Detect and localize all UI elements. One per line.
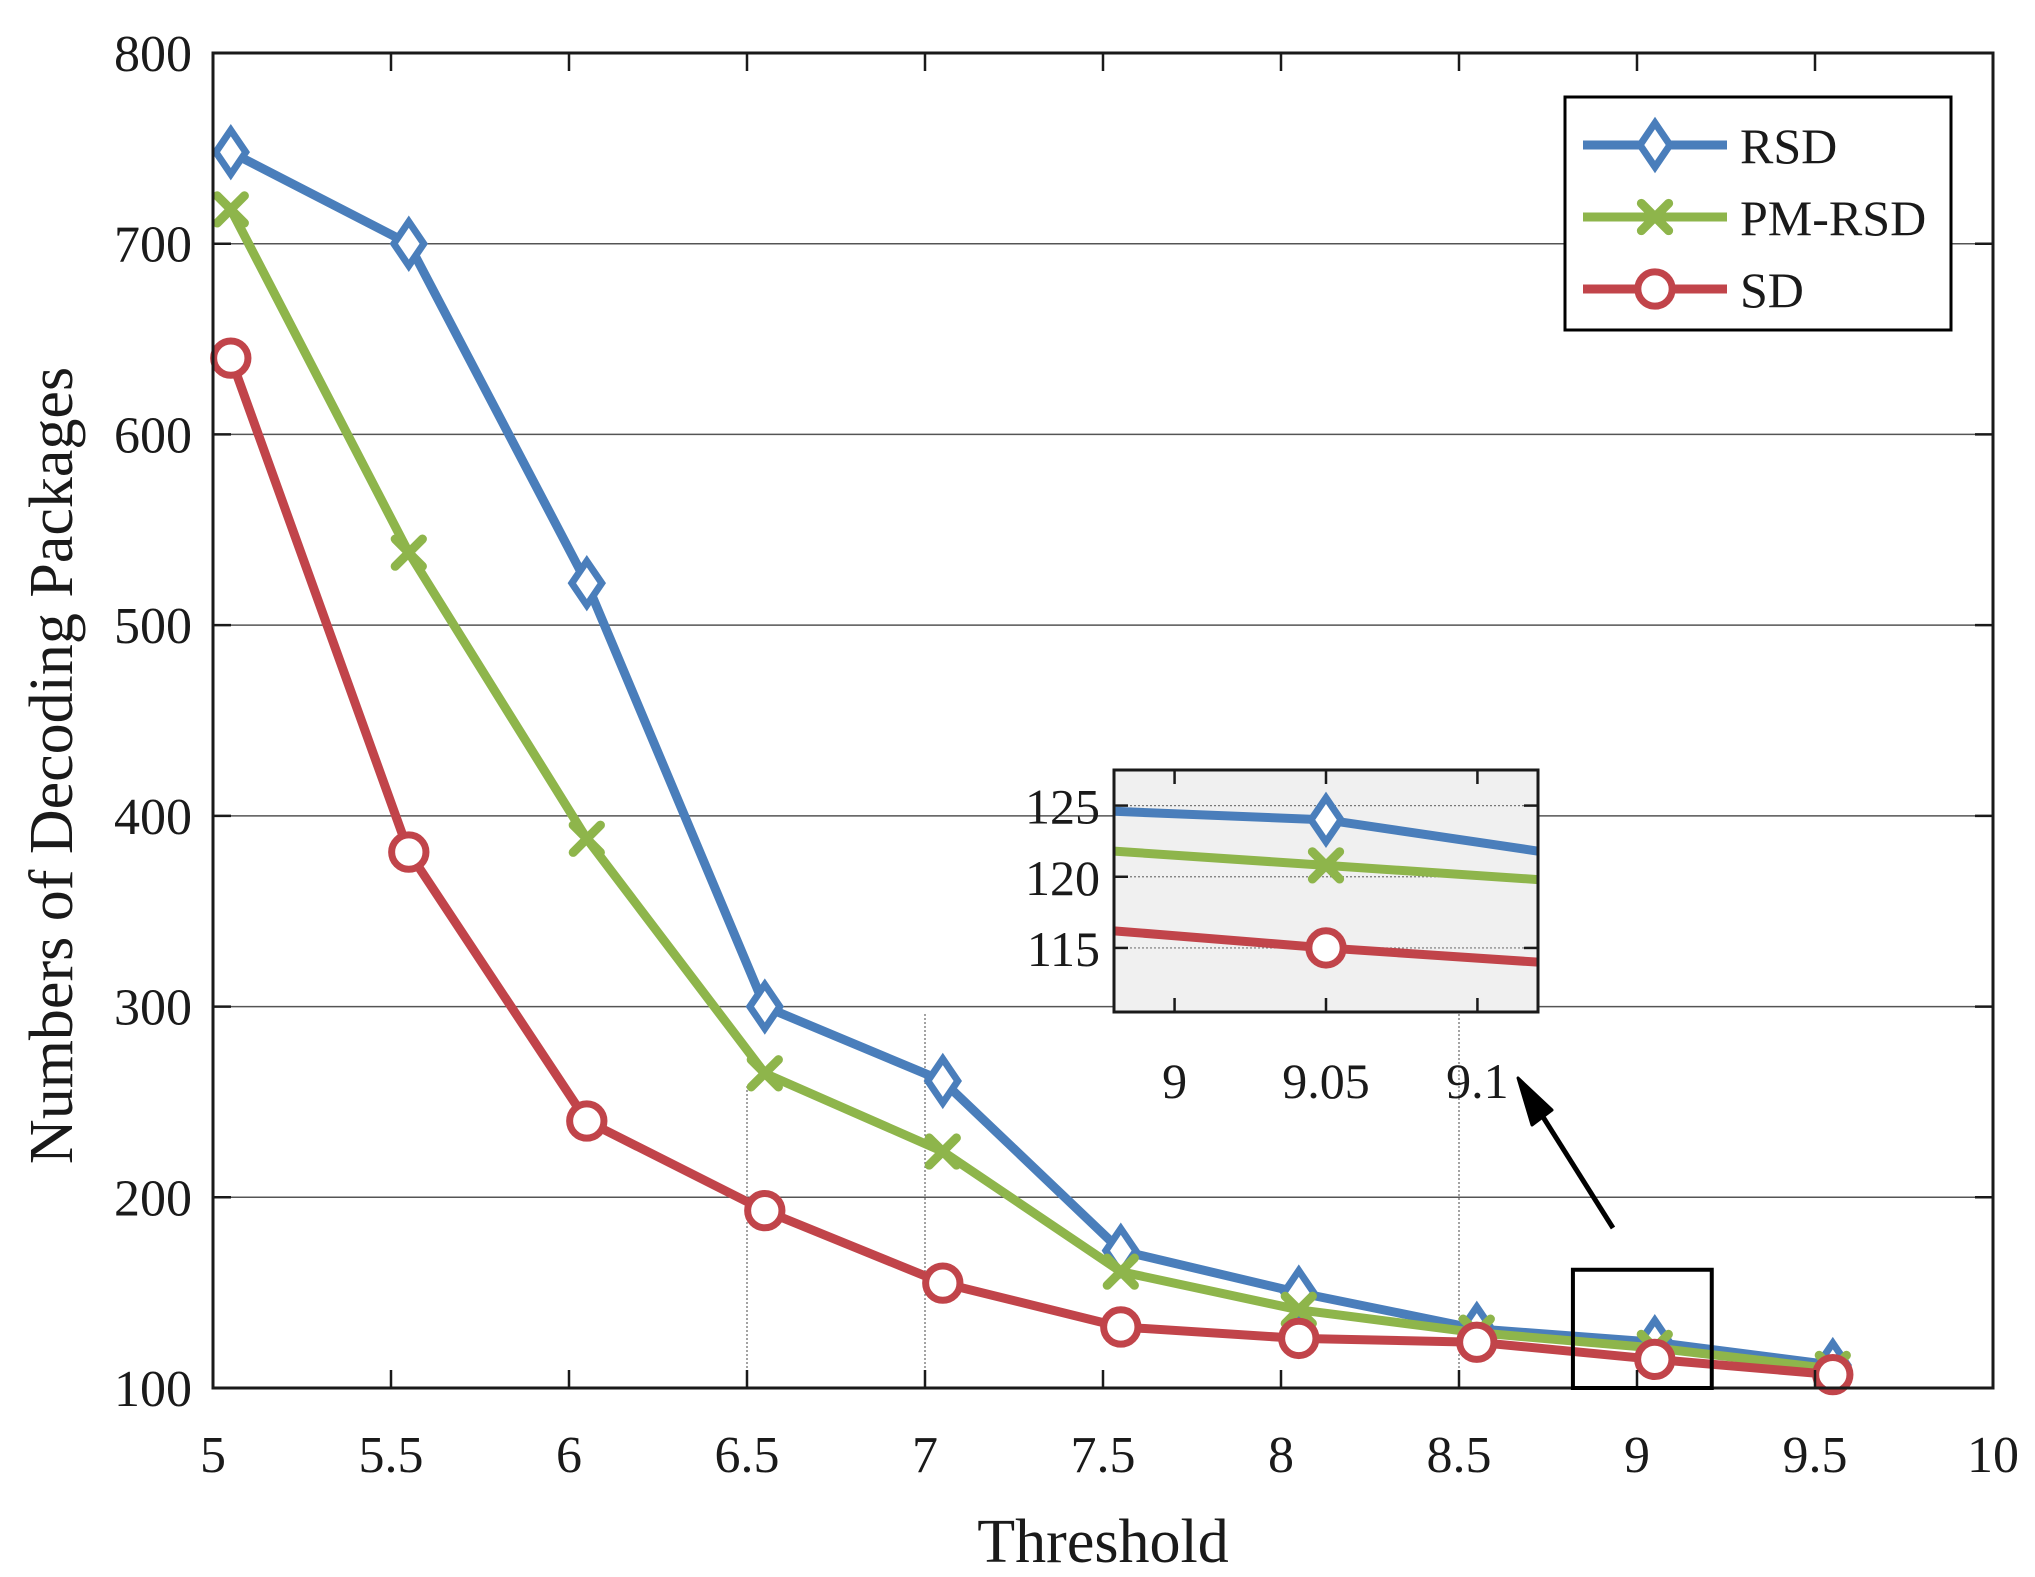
y-tick-label-600: 600 [114, 407, 192, 464]
x-axis-title: Threshold [977, 1508, 1228, 1576]
zoom-box [1570, 1267, 1714, 1391]
legend-entry-sd: SD [1583, 262, 1804, 318]
x-tick-label-6: 6 [556, 1427, 582, 1484]
y-tick-label-500: 500 [114, 598, 192, 655]
point-pm-rsd-5 [1102, 1253, 1139, 1290]
x-tick-label-10: 10 [1967, 1427, 2019, 1484]
legend-label-rsd: RSD [1740, 118, 1837, 174]
inset-x-tick-label-9.1: 9.1 [1446, 1053, 1509, 1109]
point-pm-rsd-1 [390, 534, 427, 571]
zoom-annotation [1516, 1076, 1714, 1391]
legend-label-sd: SD [1740, 262, 1804, 318]
series-line-rsd [228, 148, 1834, 1370]
x-tick-labels: 5 5.5 6 6.5 7 7.5 8 8.5 9 9.5 10 [200, 1427, 2019, 1484]
y-tick-label-300: 300 [114, 980, 192, 1037]
inset-y-tick-label-115: 115 [1027, 921, 1100, 977]
legend-marker-sd [1634, 268, 1676, 310]
x-tick-label-5.5: 5.5 [359, 1427, 424, 1484]
point-rsd-3 [745, 978, 784, 1035]
x-tick-label-8.5: 8.5 [1427, 1427, 1492, 1484]
inset-point-pm-rsd [1307, 847, 1345, 884]
x-tick-label-7: 7 [912, 1427, 938, 1484]
x-tick-label-7.5: 7.5 [1071, 1427, 1136, 1484]
point-sd-0 [210, 337, 252, 379]
legend-marker-pm-rsd [1636, 198, 1674, 236]
inset-y-tick-label-120: 120 [1025, 850, 1100, 906]
legend-entry-rsd: RSD [1583, 116, 1837, 174]
axis-ticks [211, 51, 1995, 1390]
inset-x-tick-label-9.05: 9.05 [1282, 1053, 1370, 1109]
y-tick-label-800: 800 [114, 26, 192, 83]
inset-point-rsd [1306, 791, 1346, 849]
point-rsd-4 [923, 1052, 962, 1110]
inset-chart: 115 120 125 9 9.05 9.1 [1025, 768, 1540, 1109]
legend: RSD PM-RSD SD [1563, 95, 1953, 332]
inset-frame [1112, 768, 1540, 1014]
point-sd-7 [1456, 1321, 1498, 1363]
point-pm-rsd-4 [924, 1133, 961, 1170]
y-axis-title: Numbers of Decoding Packages [18, 367, 86, 1164]
point-sd-8 [1634, 1338, 1676, 1381]
x-tick-label-6.5: 6.5 [715, 1427, 780, 1484]
inset-series [1113, 791, 1539, 969]
point-sd-1 [388, 831, 430, 873]
y-tick-labels: 100 200 300 400 500 600 700 800 [114, 26, 192, 1418]
series-sd [210, 337, 1854, 1396]
point-sd-4 [922, 1262, 964, 1304]
point-pm-rsd-0 [212, 191, 249, 228]
zoom-arrow-shaft [1535, 1107, 1616, 1230]
y-tick-label-400: 400 [114, 789, 192, 846]
series-layer [210, 123, 1854, 1396]
point-sd-2 [566, 1100, 608, 1142]
inset-point-sd [1305, 927, 1347, 969]
zoom-arrow-head [1516, 1076, 1554, 1127]
series-line-pm-rsd [226, 207, 1834, 1374]
y-tick-label-200: 200 [114, 1170, 192, 1227]
legend-entry-pm-rsd: PM-RSD [1583, 190, 1926, 246]
point-sd-5 [1100, 1306, 1142, 1348]
inset-x-tick-label-9: 9 [1162, 1053, 1187, 1109]
legend-marker-rsd [1635, 116, 1675, 174]
y-tick-label-100: 100 [114, 1361, 192, 1418]
x-tick-label-8: 8 [1268, 1427, 1294, 1484]
point-rsd-0 [211, 123, 250, 181]
x-tick-label-9.5: 9.5 [1783, 1427, 1848, 1484]
point-pm-rsd-2 [568, 820, 605, 857]
point-sd-6 [1278, 1317, 1320, 1360]
point-pm-rsd-3 [746, 1055, 783, 1092]
x-tick-label-5: 5 [200, 1427, 226, 1484]
series-line-sd [226, 356, 1834, 1380]
inset-y-tick-label-125: 125 [1025, 779, 1100, 835]
x-tick-label-9: 9 [1624, 1427, 1650, 1484]
y-tick-label-700: 700 [114, 217, 192, 274]
point-rsd-1 [389, 215, 428, 272]
point-pm-rsd-6 [1280, 1291, 1317, 1328]
legend-label-pm-rsd: PM-RSD [1740, 190, 1926, 246]
point-rsd-2 [567, 554, 606, 612]
point-sd-3 [744, 1189, 786, 1232]
